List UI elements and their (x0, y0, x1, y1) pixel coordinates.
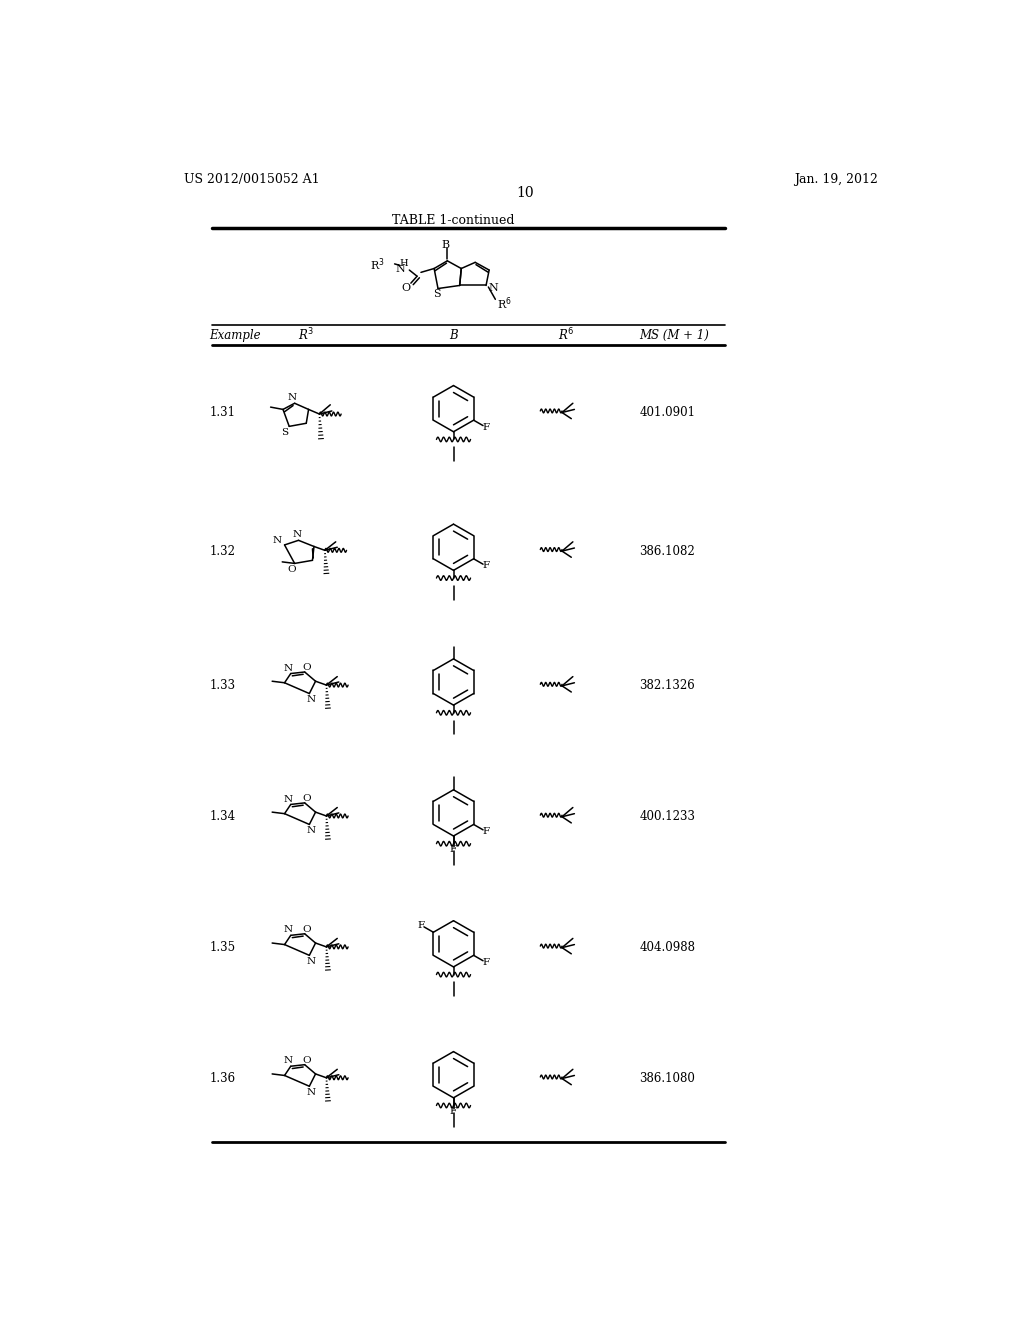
Text: B: B (441, 240, 450, 251)
Text: N: N (395, 264, 404, 275)
Text: F: F (482, 422, 489, 432)
Text: 1.34: 1.34 (209, 810, 236, 824)
Text: TABLE 1-continued: TABLE 1-continued (392, 214, 515, 227)
Text: N: N (284, 664, 293, 673)
Text: 1.35: 1.35 (209, 941, 236, 954)
Text: N: N (306, 1088, 315, 1097)
Text: N: N (306, 696, 315, 704)
Text: 400.1233: 400.1233 (640, 810, 695, 824)
Text: R$^{3}$: R$^{3}$ (371, 256, 385, 273)
Text: N: N (488, 282, 498, 293)
Text: 10: 10 (516, 186, 534, 201)
Text: N: N (288, 393, 297, 403)
Text: S: S (281, 428, 288, 437)
Text: O: O (302, 793, 310, 803)
Text: N: N (284, 795, 293, 804)
Text: F: F (450, 1107, 457, 1117)
Text: F: F (418, 921, 425, 929)
Text: Jan. 19, 2012: Jan. 19, 2012 (795, 173, 879, 186)
Text: N: N (272, 536, 282, 545)
Text: 404.0988: 404.0988 (640, 941, 695, 954)
Text: R$^{3}$: R$^{3}$ (299, 327, 314, 343)
Text: R$^{6}$: R$^{6}$ (558, 327, 574, 343)
Text: 401.0901: 401.0901 (640, 407, 695, 418)
Text: H: H (399, 260, 409, 268)
Text: O: O (302, 663, 310, 672)
Text: O: O (302, 925, 310, 933)
Text: N: N (306, 826, 315, 836)
Text: N: N (284, 925, 293, 935)
Text: 382.1326: 382.1326 (640, 680, 695, 693)
Text: 1.31: 1.31 (209, 407, 236, 418)
Text: N: N (306, 957, 315, 966)
Text: 1.36: 1.36 (209, 1072, 236, 1085)
Text: MS (M + 1): MS (M + 1) (640, 329, 710, 342)
Text: Example: Example (209, 329, 261, 342)
Text: B: B (450, 329, 459, 342)
Text: F: F (482, 958, 489, 966)
Text: S: S (432, 289, 440, 298)
Text: F: F (482, 826, 489, 836)
Text: O: O (287, 565, 296, 574)
Text: US 2012/0015052 A1: US 2012/0015052 A1 (183, 173, 319, 186)
Text: 386.1082: 386.1082 (640, 545, 695, 557)
Text: 1.32: 1.32 (209, 545, 236, 557)
Text: O: O (401, 282, 411, 293)
Text: F: F (482, 561, 489, 570)
Text: N: N (293, 531, 301, 540)
Text: 386.1080: 386.1080 (640, 1072, 695, 1085)
Text: R$^{6}$: R$^{6}$ (497, 296, 512, 313)
Text: 1.33: 1.33 (209, 680, 236, 693)
Text: N: N (284, 1056, 293, 1065)
Text: F: F (450, 845, 457, 854)
Text: O: O (302, 1056, 310, 1064)
